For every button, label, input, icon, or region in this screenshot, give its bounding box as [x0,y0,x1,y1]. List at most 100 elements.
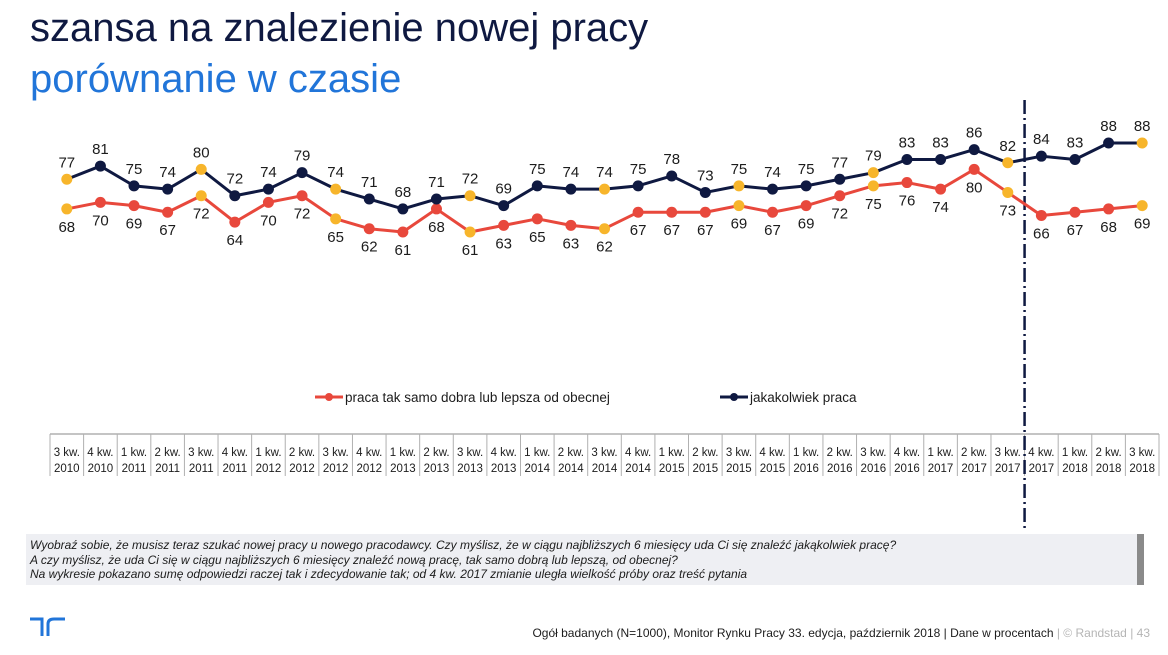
x-tick-label-year: 2016 [793,463,819,475]
data-point [162,206,174,218]
x-tick-label-year: 2010 [54,463,80,475]
x-tick-label-year: 2012 [289,463,315,475]
data-point [94,196,106,208]
data-label: 72 [831,206,848,223]
x-tick-label-quarter: 4 kw. [222,447,248,459]
x-tick-label-quarter: 2 kw. [827,447,853,459]
data-point [262,183,274,195]
x-tick-label-year: 2014 [524,463,550,475]
data-label: 72 [193,206,210,223]
data-label: 72 [226,171,243,188]
data-label: 68 [395,184,412,201]
x-tick-label-year: 2012 [256,463,282,475]
data-label: 83 [1067,134,1084,151]
x-tick-label-quarter: 3 kw. [726,447,752,459]
data-point [901,177,913,189]
data-label: 61 [462,242,479,259]
x-tick-label-year: 2015 [760,463,786,475]
x-tick-label-year: 2013 [424,463,450,475]
data-point [531,213,543,225]
data-point [531,180,543,192]
data-label: 83 [932,134,949,151]
data-label: 62 [596,239,613,256]
data-point [834,190,846,202]
data-point [632,180,644,192]
data-point [229,190,241,202]
x-tick-label-quarter: 2 kw. [558,447,584,459]
data-point [1136,137,1148,149]
data-label: 73 [697,167,714,184]
x-tick-label-quarter: 1 kw. [390,447,416,459]
data-point [498,200,510,212]
data-point [430,203,442,215]
data-point [699,186,711,198]
data-point [733,180,745,192]
data-label: 75 [798,161,815,178]
data-label: 81 [92,141,109,158]
data-label: 86 [966,125,983,142]
data-label: 75 [630,161,647,178]
data-point [1002,157,1014,169]
x-tick-label-quarter: 3 kw. [1129,447,1155,459]
data-point [565,219,577,231]
data-point [1103,137,1115,149]
x-tick-label-year: 2017 [961,463,987,475]
footer-source: Ogół badanych (N=1000), Monitor Rynku Pr… [532,626,1054,640]
data-point [867,167,879,179]
data-label: 82 [999,138,1016,155]
data-point [229,216,241,228]
x-tick-label-quarter: 3 kw. [860,447,886,459]
data-point [1136,200,1148,212]
data-point [699,206,711,218]
data-point [1069,206,1081,218]
data-label: 64 [226,232,243,249]
data-label: 74 [563,164,580,181]
x-tick-label-quarter: 4 kw. [1028,447,1054,459]
data-label: 74 [327,164,344,181]
note-line-2: A czy myślisz, że uda Ci się w ciągu naj… [30,552,678,567]
x-tick-label-year: 2015 [659,463,685,475]
data-label: 63 [495,235,512,252]
data-point [666,206,678,218]
data-label: 62 [361,239,378,256]
x-tick-label-quarter: 4 kw. [87,447,113,459]
x-tick-label-quarter: 3 kw. [188,447,214,459]
data-label: 72 [462,171,479,188]
x-tick-label-year: 2012 [323,463,349,475]
data-point [430,193,442,205]
x-tick-label-year: 2015 [693,463,719,475]
x-tick-label-quarter: 1 kw. [1062,447,1088,459]
x-tick-label-year: 2013 [491,463,517,475]
x-tick-label-quarter: 4 kw. [625,447,651,459]
legend-label: praca tak samo dobra lub lepsza od obecn… [345,390,610,405]
data-point [599,183,610,195]
x-tick-label-year: 2014 [592,463,618,475]
legend-label: jakakolwiek praca [749,390,857,405]
data-point [800,200,812,212]
x-tick-label-quarter: 3 kw. [54,447,80,459]
page-title: szansa na znalezienie nowej pracy [30,6,649,50]
data-point [94,160,106,172]
data-label: 74 [764,164,781,181]
data-label: 66 [1033,226,1050,243]
data-label: 72 [294,206,311,223]
randstad-logo-icon [30,617,65,636]
data-label: 67 [663,222,680,239]
x-tick-label-quarter: 3 kw. [323,447,349,459]
data-label: 83 [899,134,916,151]
data-label: 75 [731,161,748,178]
data-point [733,200,745,212]
x-tick-label-year: 2016 [827,463,853,475]
data-point [1103,203,1115,215]
data-label: 77 [831,154,848,171]
data-label: 69 [126,216,143,233]
x-tick-label-quarter: 4 kw. [491,447,517,459]
data-label: 67 [159,222,176,239]
x-tick-label-quarter: 1 kw. [793,447,819,459]
data-point [162,183,174,195]
data-label: 78 [663,151,680,168]
x-tick-label-quarter: 3 kw. [591,447,617,459]
x-tick-label-quarter: 4 kw. [356,447,382,459]
x-tick-label-year: 2015 [726,463,752,475]
data-point [935,183,947,195]
